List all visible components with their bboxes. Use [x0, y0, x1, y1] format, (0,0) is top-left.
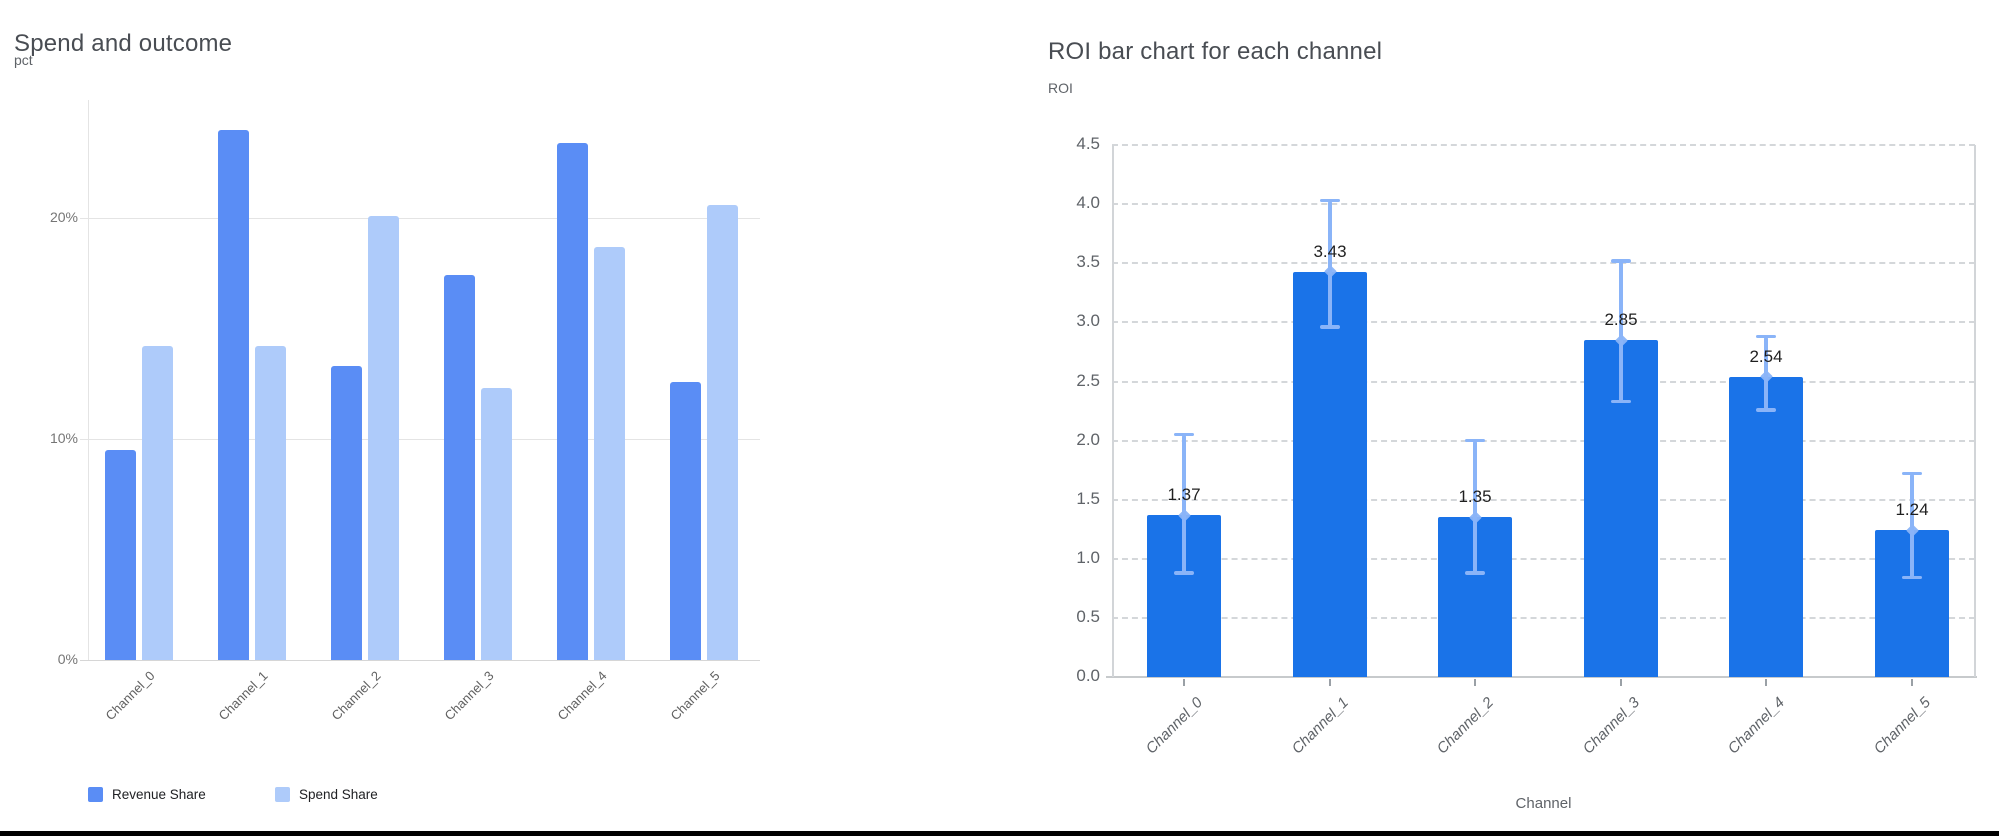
error-bar-bottom-cap — [1465, 571, 1485, 575]
bar-spend-share-channel_4 — [594, 246, 625, 660]
x-tick-mark — [1474, 679, 1476, 686]
y-tick-label: 0% — [57, 651, 78, 667]
y-tick-label: 4.5 — [1076, 134, 1100, 154]
x-tick-mark — [1620, 679, 1622, 686]
x-tick-mark — [1183, 679, 1185, 686]
error-bar-bottom-cap — [1902, 575, 1922, 580]
error-bar-top-cap — [1174, 432, 1194, 437]
right-y-axis-unit: ROI — [1048, 80, 1073, 96]
right-chart-title: ROI bar chart for each channel — [1048, 37, 1383, 65]
bar-spend-share-channel_2 — [368, 215, 399, 660]
legend-item-spend-share: Spend Share — [275, 787, 378, 802]
error-bar-channel_3 — [1619, 260, 1623, 402]
x-tick-label: Channel_4 — [1724, 694, 1789, 758]
gridline — [80, 217, 760, 219]
error-bar-bottom-cap — [1756, 408, 1776, 412]
y-tick-label: 1.0 — [1076, 547, 1100, 567]
x-tick-mark — [1329, 679, 1331, 686]
window-bottom-edge — [0, 831, 1999, 836]
error-bar-bottom-cap — [1320, 325, 1340, 329]
bar-revenue-share-channel_0 — [105, 450, 136, 660]
x-tick-mark — [1765, 679, 1767, 686]
gridline — [80, 438, 760, 440]
x-tick-label: Channel_3 — [1579, 694, 1644, 758]
error-bar-top-cap — [1320, 198, 1340, 203]
y-tick-label: 2.5 — [1076, 370, 1100, 390]
plot-right-border — [1974, 145, 1976, 677]
bar-spend-share-channel_1 — [255, 346, 286, 660]
y-tick-label: 0.5 — [1076, 606, 1100, 626]
error-bar-top-cap — [1756, 334, 1776, 339]
bar-value-label: 3.43 — [1313, 241, 1347, 261]
bar-value-label: 1.37 — [1167, 485, 1201, 505]
bar-value-label: 2.85 — [1604, 310, 1638, 330]
bar-value-label: 1.35 — [1458, 487, 1492, 507]
gridline — [1112, 321, 1975, 324]
legend-label: Spend Share — [299, 787, 378, 802]
bar-revenue-share-channel_2 — [331, 366, 362, 660]
gridline — [80, 659, 760, 661]
gridline — [1112, 616, 1975, 619]
legend-item-revenue-share: Revenue Share — [88, 787, 206, 802]
bar-revenue-share-channel_4 — [557, 142, 588, 660]
y-tick-label: 1.5 — [1076, 488, 1100, 508]
bar-value-label: 1.24 — [1895, 500, 1929, 520]
bar-revenue-share-channel_5 — [670, 381, 701, 660]
y-tick-label: 0.0 — [1076, 666, 1100, 685]
y-tick-label: 4.0 — [1076, 193, 1100, 213]
gridline — [1112, 557, 1975, 560]
y-tick-label: 20% — [49, 209, 78, 225]
x-tick-label: Channel_2 — [1433, 694, 1498, 758]
gridline — [1112, 144, 1975, 147]
y-axis-line — [88, 100, 89, 660]
error-bar-channel_0 — [1182, 434, 1186, 573]
bar-spend-share-channel_3 — [481, 388, 512, 660]
gridline — [1112, 498, 1975, 501]
left-y-axis-unit: pct — [14, 52, 33, 68]
error-bar-bottom-cap — [1174, 571, 1194, 575]
bar-revenue-share-channel_3 — [444, 275, 475, 660]
gridline — [1112, 439, 1975, 442]
x-tick-label: Channel_0 — [1142, 694, 1207, 758]
x-axis-line — [1106, 676, 1977, 678]
error-bar-top-cap — [1465, 438, 1485, 443]
legend-color-swatch — [275, 787, 290, 802]
y-tick-label: 10% — [49, 430, 78, 446]
bar-roi-channel_1 — [1293, 271, 1367, 677]
error-bar-top-cap — [1611, 259, 1631, 263]
error-bar-bottom-cap — [1611, 399, 1631, 404]
x-tick-mark — [1911, 679, 1913, 686]
bar-value-label: 2.54 — [1749, 346, 1783, 366]
y-tick-label: 3.5 — [1076, 252, 1100, 272]
x-tick-label: Channel_5 — [1870, 694, 1935, 758]
error-bar-channel_2 — [1473, 440, 1477, 573]
bar-revenue-share-channel_1 — [218, 129, 249, 660]
y-tick-label: 3.0 — [1076, 311, 1100, 331]
error-bar-channel_1 — [1328, 200, 1332, 328]
bar-spend-share-channel_0 — [142, 346, 173, 660]
x-tick-label: Channel_1 — [1288, 694, 1353, 758]
gridline — [1112, 203, 1975, 206]
bar-spend-share-channel_5 — [707, 204, 738, 660]
legend-color-swatch — [88, 787, 103, 802]
gridline — [1112, 262, 1975, 265]
bar-roi-channel_4 — [1729, 376, 1803, 677]
plot-left-border — [1112, 145, 1114, 677]
y-tick-label: 2.0 — [1076, 429, 1100, 449]
legend-label: Revenue Share — [112, 787, 206, 802]
left-chart-title: Spend and outcome — [14, 29, 233, 57]
right-x-axis-title: Channel — [1515, 795, 1572, 812]
gridline — [1112, 380, 1975, 383]
error-bar-top-cap — [1902, 471, 1922, 476]
